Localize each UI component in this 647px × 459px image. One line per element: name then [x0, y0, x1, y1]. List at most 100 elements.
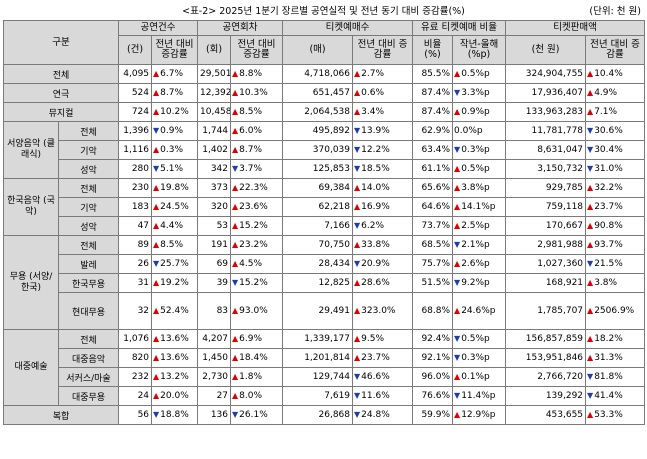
change-value: 0.3%p — [461, 145, 490, 155]
down-arrow-icon: ▼ — [232, 164, 239, 173]
change-cell: ▲12.9%p — [452, 405, 507, 425]
change-value: 19.8% — [160, 183, 189, 193]
row-label: 전체 — [57, 178, 120, 198]
up-arrow-icon: ▲ — [232, 259, 239, 268]
header-sub-unit: (건) — [118, 35, 153, 65]
value-cell: 51.5% — [412, 273, 454, 293]
up-arrow-icon: ▲ — [454, 164, 461, 173]
down-arrow-icon: ▼ — [587, 126, 594, 135]
value-cell: 69 — [197, 254, 232, 274]
value-cell: 524 — [118, 83, 153, 103]
value-cell: 8,631,047 — [505, 140, 587, 160]
row-label: 기악 — [57, 197, 120, 217]
change-cell: ▲8.5% — [230, 102, 284, 122]
value-cell: 453,655 — [505, 405, 587, 425]
change-cell: ▲8.8% — [230, 64, 284, 84]
change-value: 8.0% — [239, 391, 263, 401]
up-arrow-icon: ▲ — [354, 334, 361, 343]
change-value: 53.3% — [594, 410, 623, 420]
change-cell: ▲93.7% — [585, 235, 646, 255]
value-cell: 70,750 — [282, 235, 354, 255]
value-cell: 2,064,538 — [282, 102, 354, 122]
up-arrow-icon: ▲ — [232, 88, 239, 97]
down-arrow-icon: ▼ — [454, 88, 461, 97]
change-cell: ▲14.1%p — [452, 197, 507, 217]
change-cell: ▲19.8% — [151, 178, 199, 198]
change-cell: ▲10.3% — [230, 83, 284, 103]
change-value: 4.5% — [239, 259, 263, 269]
change-value: 24.6%p — [461, 306, 496, 316]
value-cell: 89 — [118, 235, 153, 255]
value-cell: 1,396 — [118, 121, 153, 141]
change-cell: ▲2506.9% — [585, 292, 646, 330]
value-cell: 65.6% — [412, 178, 454, 198]
change-cell: ▼24.8% — [352, 405, 414, 425]
header-sub-unit: (천 원) — [505, 35, 587, 65]
up-arrow-icon: ▲ — [354, 107, 361, 116]
row-label: 전체 — [57, 121, 120, 141]
value-cell: 168,921 — [505, 273, 587, 293]
change-value: 2506.9% — [594, 306, 635, 316]
change-value: 52.4% — [160, 306, 189, 316]
up-arrow-icon: ▲ — [354, 183, 361, 192]
value-cell: 2,981,988 — [505, 235, 587, 255]
change-cell: ▲9.5% — [352, 329, 414, 349]
row-label: 뮤지컬 — [2, 102, 120, 122]
table-row: 연극 524 ▲8.7% 12,392 ▲10.3% 651,457 ▲0.6% 87.4% ▼… — [2, 83, 646, 103]
value-cell: 4,095 — [118, 64, 153, 84]
change-value: 31.3% — [594, 353, 623, 363]
value-cell: 83 — [197, 292, 232, 330]
change-cell: ▲23.7% — [585, 197, 646, 217]
value-cell: 232 — [118, 367, 153, 387]
change-cell: ▲93.0% — [230, 292, 284, 330]
value-cell: 7,166 — [282, 216, 354, 236]
change-value: 19.2% — [160, 278, 189, 288]
change-value: 8.7% — [160, 88, 184, 98]
up-arrow-icon: ▲ — [153, 240, 160, 249]
up-arrow-icon: ▲ — [454, 259, 461, 268]
change-value: 15.2% — [239, 221, 268, 231]
down-arrow-icon: ▼ — [153, 410, 160, 419]
genre-group-label: 서양음악 (클래식) — [3, 121, 59, 179]
up-arrow-icon: ▲ — [232, 372, 239, 381]
change-value: 12.2% — [361, 145, 390, 155]
up-arrow-icon: ▲ — [232, 107, 239, 116]
table-row: 대중무용 24 ▲20.0% 27 ▲8.0% 7,619 ▼11.6% 76.6% ▼11.4… — [4, 386, 646, 406]
up-arrow-icon: ▲ — [232, 183, 239, 192]
change-cell: ▲13.6% — [151, 329, 199, 349]
change-value: 3.7% — [239, 164, 263, 174]
change-cell: ▼13.9% — [352, 121, 414, 141]
change-value: 30.4% — [594, 145, 623, 155]
change-value: 24.8% — [361, 410, 390, 420]
change-value: 2.1%p — [461, 240, 490, 250]
value-cell: 191 — [197, 235, 232, 255]
value-cell: 1,076 — [118, 329, 153, 349]
change-value: 0.1%p — [461, 372, 490, 382]
change-value: 18.2% — [594, 334, 623, 344]
change-cell: ▼18.5% — [352, 159, 414, 179]
table-row: 복합 56 ▼18.8% 136 ▼26.1% 26,868 ▼24.8% 59.9% ▲12.… — [2, 405, 646, 425]
value-cell: 53 — [197, 216, 232, 236]
up-arrow-icon: ▲ — [354, 88, 361, 97]
up-arrow-icon: ▲ — [153, 145, 160, 154]
value-cell: 92.4% — [412, 329, 454, 349]
change-value: 10.3% — [239, 88, 268, 98]
table-title: <표-2> 2025년 1분기 장르별 공연실적 및 전년 동기 대비 증감률(… — [182, 6, 465, 17]
row-label: 성악 — [57, 159, 120, 179]
table-row: 서양음악 (클래식) 전체 1,396 ▼0.9% 1,744 ▲6.0% 495,892 ▼… — [3, 121, 646, 179]
up-arrow-icon: ▲ — [153, 202, 160, 211]
change-cell: ▼3.3%p — [452, 83, 507, 103]
value-cell: 153,951,846 — [505, 348, 587, 368]
value-cell: 324,904,755 — [505, 64, 587, 84]
value-cell: 29,491 — [282, 292, 354, 330]
value-cell: 1,201,814 — [282, 348, 354, 368]
change-value: 30.6% — [594, 126, 623, 136]
up-arrow-icon: ▲ — [587, 88, 594, 97]
value-cell: 47 — [118, 216, 153, 236]
value-cell: 4,207 — [197, 329, 232, 349]
up-arrow-icon: ▲ — [454, 183, 461, 192]
row-label: 서커스/마술 — [57, 367, 120, 387]
down-arrow-icon: ▼ — [232, 410, 239, 419]
value-cell: 1,116 — [118, 140, 153, 160]
value-cell: 929,785 — [505, 178, 587, 198]
